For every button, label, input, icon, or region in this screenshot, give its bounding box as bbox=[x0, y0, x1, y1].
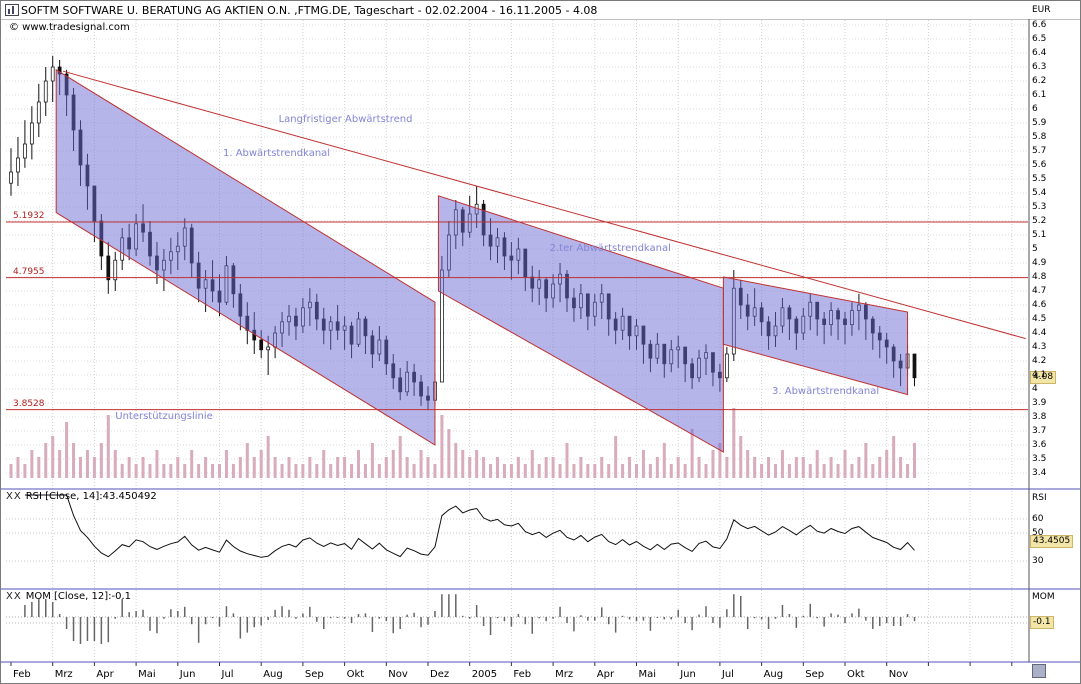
mom-label-text: MOM [Close, 12]:-0.1 bbox=[25, 591, 132, 602]
price-tick-label: 5.7 bbox=[1032, 146, 1047, 156]
level-label: 3.8528 bbox=[13, 398, 45, 409]
price-tick-label: 5.4 bbox=[1032, 188, 1047, 198]
price-tick-label: 5.5 bbox=[1032, 174, 1047, 184]
x-axis-month-label: Apr bbox=[96, 669, 114, 680]
rsi-tick-label: 60 bbox=[1032, 514, 1044, 524]
price-tick-label: 3.5 bbox=[1032, 454, 1047, 464]
copyright: © www.tradesignal.com bbox=[9, 22, 130, 33]
chart-window-icon bbox=[5, 4, 19, 16]
annotation-label: 3. Abwärtstrendkanal bbox=[772, 385, 880, 397]
mom-buttons-icon[interactable]: XX bbox=[6, 591, 22, 602]
price-tick-label: 6.1 bbox=[1032, 90, 1047, 100]
annotation-label: 2.ter Abwärtstrendkanal bbox=[549, 243, 671, 254]
price-tick-label: 4.5 bbox=[1032, 314, 1047, 324]
price-tick-label: 5.9 bbox=[1032, 118, 1047, 128]
rsi-tick-label: 50 bbox=[1032, 528, 1044, 538]
rsi-indicator-label[interactable]: XX RSI [Close, 14]:43.450492 bbox=[6, 491, 157, 502]
x-axis-month-label: Mrz bbox=[555, 669, 574, 680]
window-titlebar: SOFTM SOFTWARE U. BERATUNG AG AKTIEN O.N… bbox=[1, 1, 1080, 19]
annotation-label: Unterstützungslinie bbox=[115, 411, 213, 422]
price-tick-label: 4.9 bbox=[1032, 258, 1047, 268]
price-tick-label: 6.4 bbox=[1032, 48, 1047, 58]
x-axis-month-label: Aug bbox=[763, 669, 784, 680]
x-axis-month-label: Sep bbox=[805, 669, 825, 680]
price-tick-label: 6.3 bbox=[1032, 62, 1047, 72]
x-axis-month-label: 2005 bbox=[471, 669, 498, 680]
price-tick-label: 4.3 bbox=[1032, 342, 1047, 352]
price-tick-label: 3.4 bbox=[1032, 468, 1047, 478]
rsi-tick-label: 30 bbox=[1032, 556, 1044, 566]
x-axis-month-label: Dez bbox=[430, 669, 450, 680]
price-tick-label: 4.1 bbox=[1032, 370, 1047, 380]
price-tick-label: 3.9 bbox=[1032, 398, 1047, 408]
annotation-label: Langfristiger Abwärtstrend bbox=[278, 114, 413, 126]
rsi-buttons-icon[interactable]: XX bbox=[6, 491, 22, 502]
x-axis-month-label: Feb bbox=[13, 669, 31, 680]
tradesignal-logo-icon bbox=[1032, 664, 1046, 678]
x-axis-month-label: Jul bbox=[221, 669, 234, 680]
price-tick-label: 6.2 bbox=[1032, 76, 1047, 86]
price-tick-label: 4.4 bbox=[1032, 328, 1047, 338]
price-tick-label: 4.2 bbox=[1032, 356, 1047, 366]
window-title: SOFTM SOFTWARE U. BERATUNG AG AKTIEN O.N… bbox=[21, 4, 598, 17]
x-axis-month-label: Nov bbox=[388, 669, 408, 680]
x-axis-month-label: Sep bbox=[304, 669, 324, 680]
x-axis-month-label: Nov bbox=[888, 669, 909, 680]
x-axis-month-label: Mrz bbox=[54, 669, 73, 680]
mom-axis-unit: MOM bbox=[1032, 592, 1055, 602]
annotation-label: 1. Abwärtstrendkanal bbox=[222, 147, 331, 159]
price-axis-unit: EUR bbox=[1032, 5, 1051, 15]
price-tick-label: 4.7 bbox=[1032, 286, 1047, 296]
x-axis-month-label: Okt bbox=[346, 669, 365, 680]
x-axis-month-label: Okt bbox=[847, 669, 865, 680]
x-axis-month-label: Mai bbox=[638, 669, 657, 680]
price-tick-label: 4 bbox=[1032, 384, 1038, 394]
x-axis-month-label: Jun bbox=[680, 669, 696, 680]
price-tick-label: 3.8 bbox=[1032, 412, 1047, 422]
last-price-badge: 4.08 bbox=[1030, 370, 1057, 384]
x-axis-month-label: Aug bbox=[263, 669, 283, 680]
level-label: 5.1932 bbox=[13, 210, 45, 221]
x-axis-month-label: Jul bbox=[721, 669, 734, 680]
mom-indicator-label[interactable]: XX MOM [Close, 12]:-0.1 bbox=[6, 591, 131, 602]
price-tick-label: 3.7 bbox=[1032, 426, 1047, 436]
price-tick-label: 5.6 bbox=[1032, 160, 1047, 170]
price-tick-label: 4.6 bbox=[1032, 300, 1047, 310]
price-tick-label: 5 bbox=[1032, 244, 1038, 254]
price-tick-label: 3.6 bbox=[1032, 440, 1047, 450]
price-tick-label: 6.6 bbox=[1032, 20, 1047, 30]
x-axis-month-label: Feb bbox=[513, 669, 532, 680]
x-axis-month-label: Apr bbox=[596, 669, 615, 680]
rsi-label-text: RSI [Close, 14]:43.450492 bbox=[25, 491, 157, 502]
x-axis-month-label: Jun bbox=[179, 669, 196, 680]
x-axis-month-label: Mai bbox=[138, 669, 156, 680]
price-tick-label: 5.1 bbox=[1032, 230, 1047, 240]
price-tick-label: 6 bbox=[1032, 104, 1038, 114]
price-tick-label: 6.5 bbox=[1032, 34, 1047, 44]
price-tick-label: 5.3 bbox=[1032, 202, 1047, 212]
price-tick-label: 4.8 bbox=[1032, 272, 1047, 282]
price-tick-label: 5.2 bbox=[1032, 216, 1047, 226]
price-tick-label: 5.8 bbox=[1032, 132, 1047, 142]
mom-value-badge: -0.1 bbox=[1030, 616, 1054, 629]
rsi-value-badge: 43.4505 bbox=[1030, 535, 1074, 549]
level-label: 4.7955 bbox=[13, 266, 45, 277]
rsi-axis-unit: RSI bbox=[1032, 493, 1047, 503]
